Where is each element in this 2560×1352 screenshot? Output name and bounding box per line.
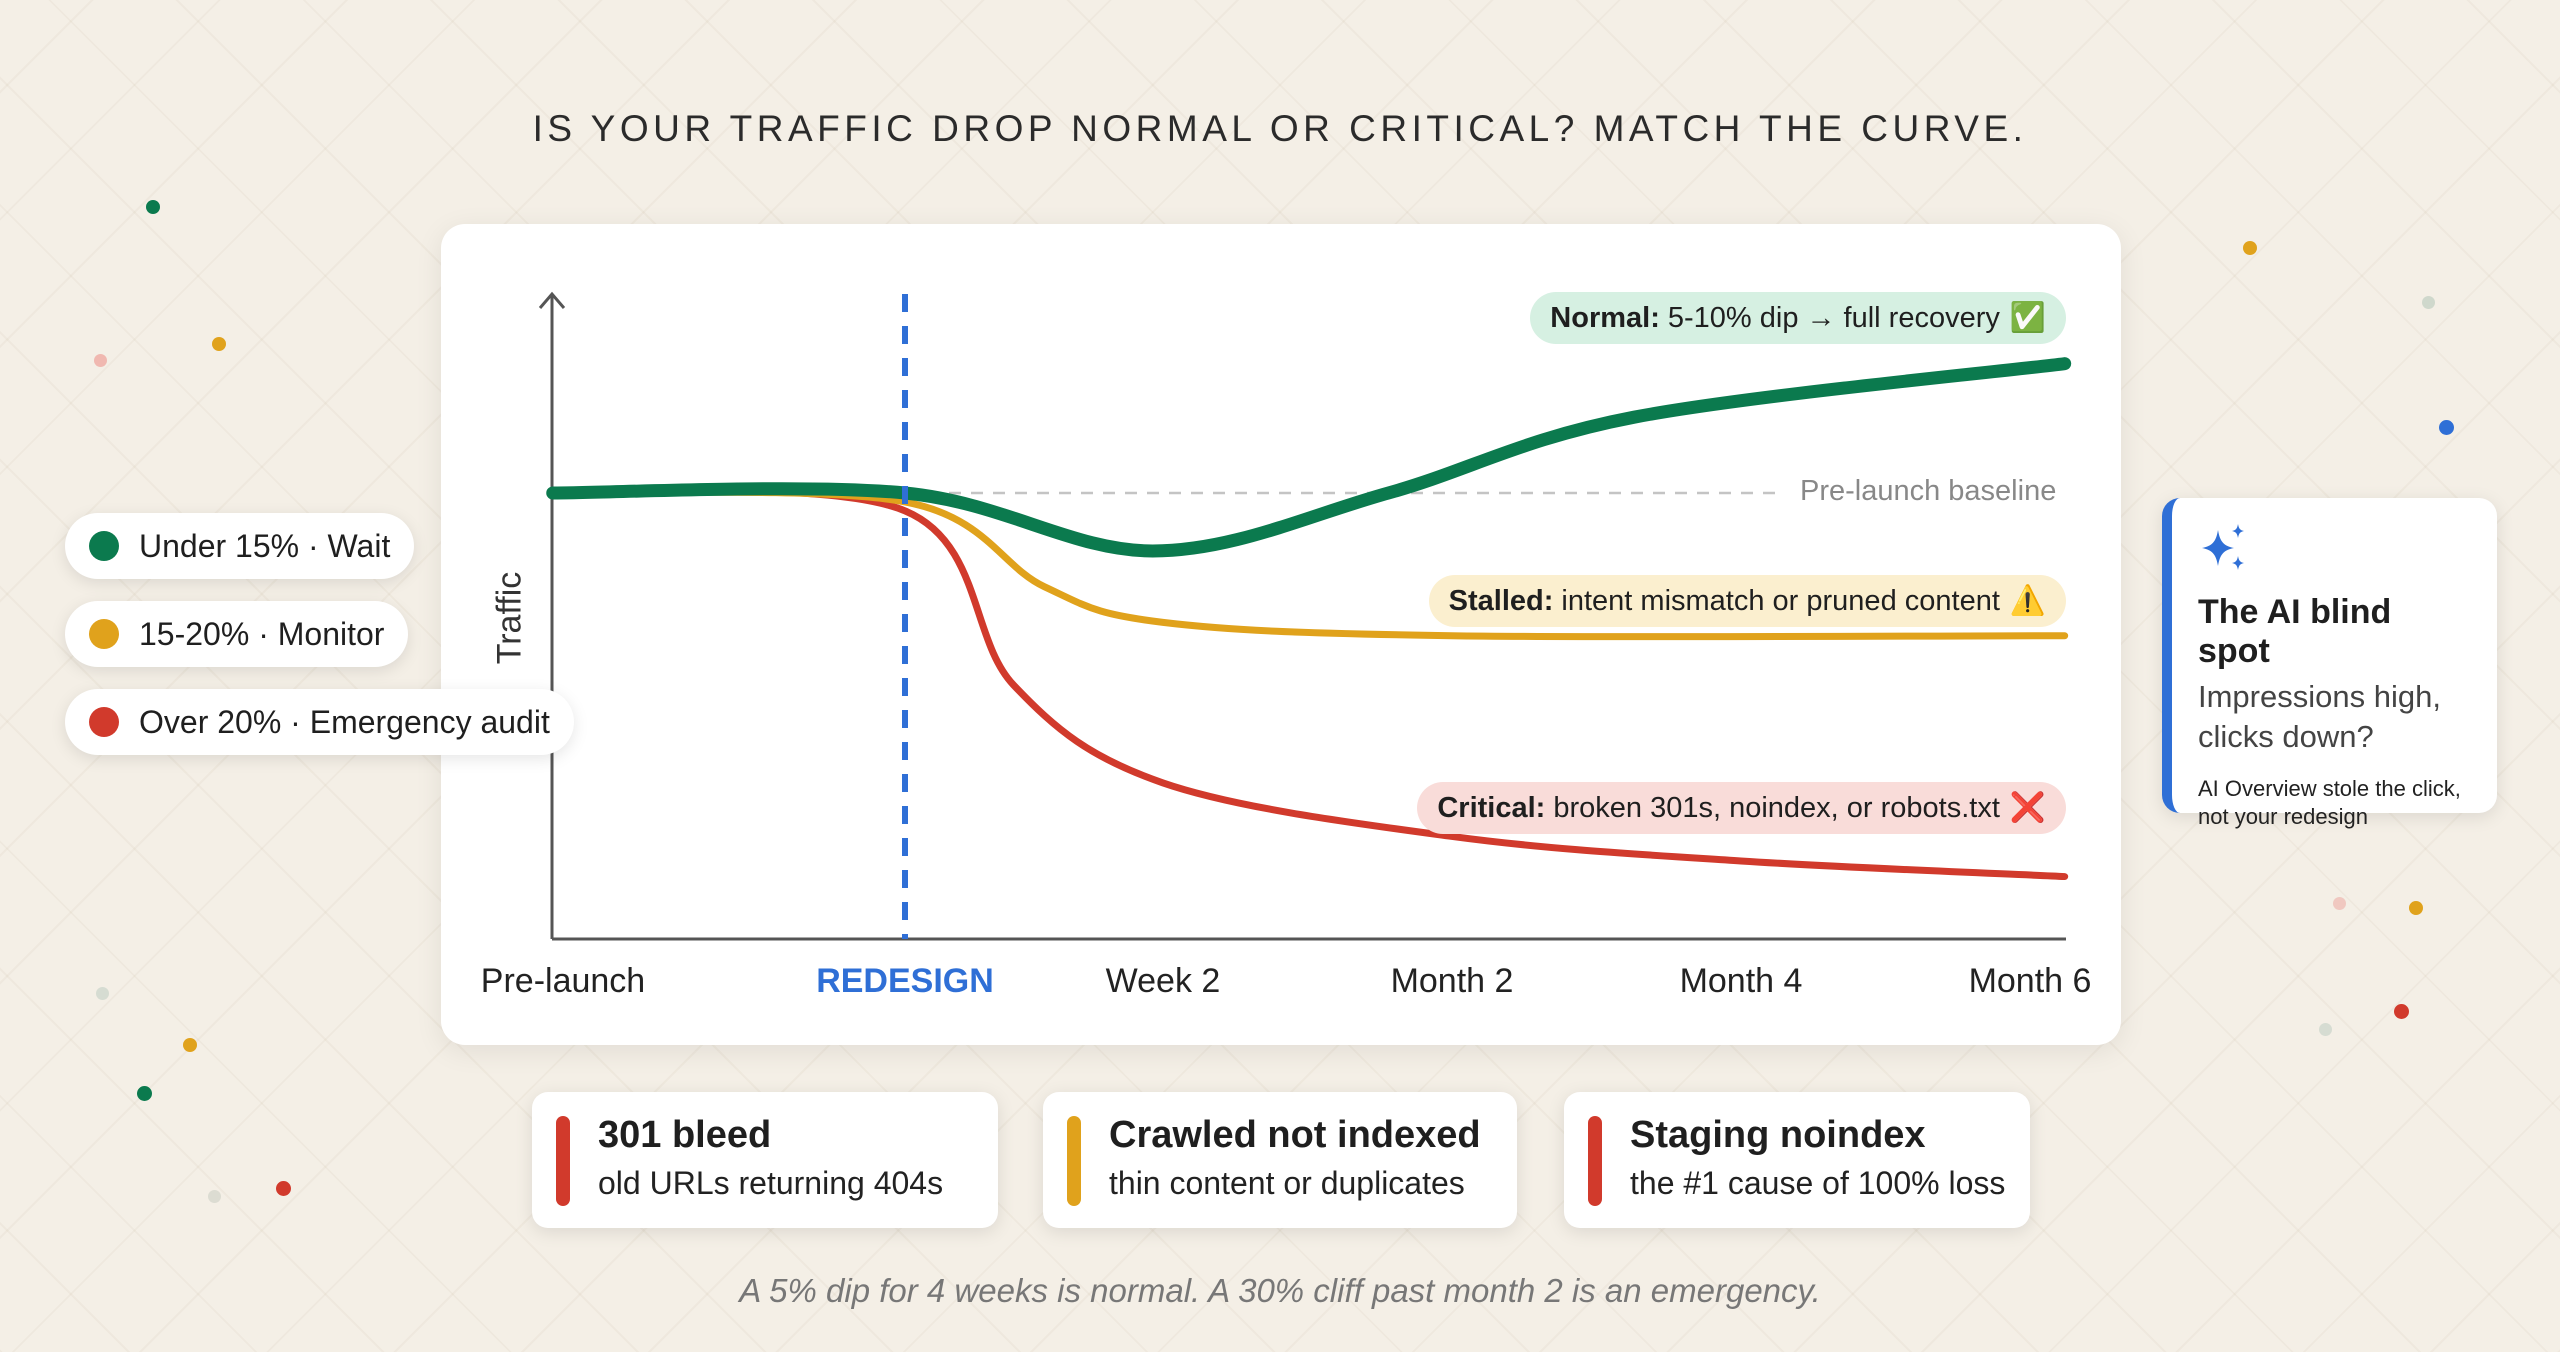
cause-card-title: Crawled not indexed	[1109, 1114, 1481, 1156]
sparkle-icon	[2202, 524, 2244, 570]
annotation-text: 5-10% dip → full recovery	[1667, 301, 2000, 334]
decor-dot	[94, 354, 107, 367]
x-tick-label: Week 2	[1105, 962, 1221, 1000]
x-tick-label: Month 4	[1679, 962, 1803, 1000]
legend-label: 15-20% · Monitor	[139, 615, 385, 652]
decor-dot	[2394, 1004, 2409, 1019]
x-tick-label-redesign: REDESIGN	[816, 962, 994, 1000]
cause-card-301-bleed: 301 bleed old URLs returning 404s	[532, 1092, 998, 1228]
severity-bar	[1067, 1116, 1081, 1206]
x-tick-label: Month 2	[1390, 962, 1514, 1000]
ai-card-subtitle: Impressions high, clicks down?	[2198, 679, 2441, 754]
y-axis-label: Traffic	[490, 571, 529, 665]
decor-dot	[137, 1086, 152, 1101]
annotation-text: broken 301s, noindex, or robots.txt	[1553, 791, 2000, 824]
annotation-bold: Critical:	[1437, 791, 1546, 824]
annotation-critical: Critical: broken 301s, noindex, or robot…	[1417, 782, 2066, 834]
series-line-normal	[546, 357, 2072, 558]
page-title: IS YOUR TRAFFIC DROP NORMAL OR CRITICAL?…	[532, 108, 2028, 149]
x-tick-label: Month 6	[1968, 962, 2092, 1000]
decor-dot	[2409, 901, 2423, 915]
decor-dot	[183, 1038, 197, 1052]
series-line-critical	[549, 487, 2069, 881]
severity-bar	[1588, 1116, 1602, 1206]
cause-card-text: the #1 cause of 100% loss	[1630, 1165, 2006, 1201]
x-tick-label: Pre-launch	[480, 962, 646, 1000]
annotation-stalled: Stalled: intent mismatch or pruned conte…	[1428, 575, 2066, 627]
cause-card-text: thin content or duplicates	[1109, 1165, 1465, 1201]
legend-item-under-15: Under 15% · Wait	[65, 513, 415, 579]
baseline-label: Pre-launch baseline	[1800, 475, 2057, 507]
legend-item-15-20: 15-20% · Monitor	[65, 601, 409, 667]
decor-dot	[212, 337, 226, 351]
decor-dot	[2422, 296, 2435, 309]
check-icon: ✅	[2009, 302, 2046, 334]
severity-bar	[556, 1116, 570, 1206]
decor-dot	[2333, 897, 2346, 910]
ai-blind-spot-card: The AI blind spot Impressions high, clic…	[2162, 498, 2497, 829]
decor-dot	[276, 1181, 291, 1196]
red-dot-icon	[89, 707, 119, 737]
legend-label: Over 20% · Emergency audit	[139, 703, 550, 740]
cause-card-title: 301 bleed	[598, 1114, 772, 1156]
cause-card-title: Staging noindex	[1630, 1114, 1926, 1156]
yellow-dot-icon	[89, 619, 119, 649]
cause-card-crawled-not-indexed: Crawled not indexed thin content or dupl…	[1043, 1092, 1517, 1228]
cause-card-text: old URLs returning 404s	[598, 1165, 944, 1201]
annotation-text: intent mismatch or pruned content	[1561, 584, 2000, 617]
cause-card-staging-noindex: Staging noindex the #1 cause of 100% los…	[1564, 1092, 2030, 1228]
decor-dot	[96, 987, 109, 1000]
decor-dot	[146, 200, 160, 214]
warning-icon: ⚠️	[2009, 585, 2046, 617]
annotation-normal: Normal: 5-10% dip → full recovery ✅	[1530, 292, 2066, 344]
legend-item-over-20: Over 20% · Emergency audit	[65, 689, 574, 755]
cross-icon: ❌	[2009, 792, 2046, 824]
ai-card-title: The AI blind spot	[2198, 593, 2392, 670]
decor-dot	[2243, 241, 2257, 255]
annotation-bold: Stalled:	[1448, 584, 1554, 617]
y-axis-arrow-icon	[538, 291, 566, 309]
legend-label: Under 15% · Wait	[139, 527, 391, 564]
footer-note: A 5% dip for 4 weeks is normal. A 30% cl…	[739, 1272, 1821, 1309]
decor-dot	[2439, 420, 2454, 435]
decor-dot	[208, 1190, 221, 1203]
green-dot-icon	[89, 531, 119, 561]
decor-dot	[2319, 1023, 2332, 1036]
annotation-bold: Normal:	[1550, 301, 1660, 334]
ai-card-text: AI Overview stole the click, not your re…	[2198, 776, 2461, 829]
